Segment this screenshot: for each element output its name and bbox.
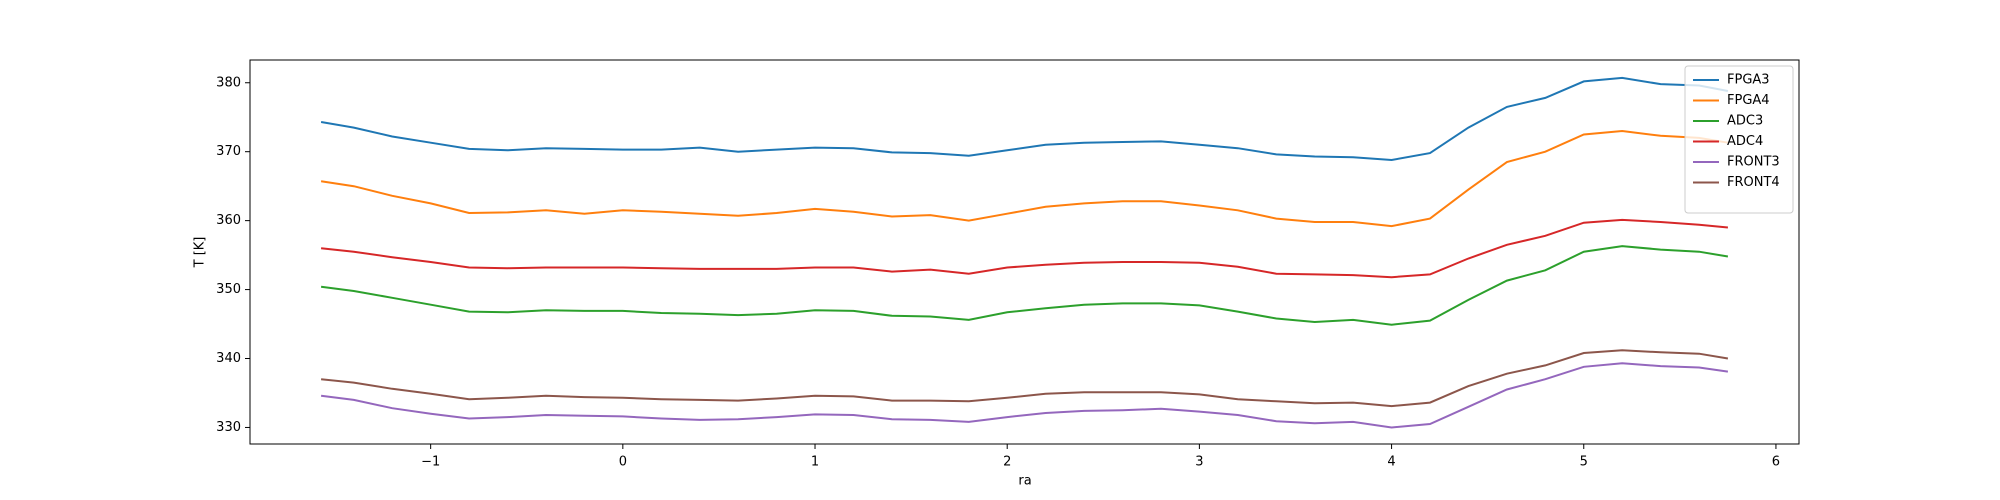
series-line [320,129,1729,228]
x-tick-label: 1 [811,455,819,470]
y-tick-label: 370 [216,144,241,159]
legend-box [1684,65,1794,214]
series-line [320,76,1729,162]
y-axis-label: T [K] [193,237,208,269]
x-tick-label: 2 [1003,455,1011,470]
y-tick-label: 380 [216,75,241,90]
legend: FPGA3 FPGA4 ADC3 ADC4 FRONT3 FRONT4 [1684,65,1794,214]
x-tick-label: 6 [1772,455,1780,470]
x-tick-label: −1 [421,455,440,470]
y-tick-label: 360 [216,213,241,228]
x-tick-label: 0 [619,455,627,470]
x-tick-label: 4 [1387,455,1395,470]
legend-label: FRONT4 [1727,175,1780,190]
series-line [320,245,1729,326]
series-line [320,218,1728,279]
series-line [320,349,1729,408]
y-tick-label: 330 [216,420,241,435]
legend-label: FPGA4 [1727,93,1770,108]
legend-label: FRONT3 [1727,155,1780,170]
legend-label: FPGA3 [1727,73,1770,88]
series-line [320,362,1729,429]
legend-label: ADC3 [1727,114,1763,129]
y-tick-label: 350 [216,282,241,297]
y-tick-label: 340 [216,351,241,366]
x-axis-label: ra [1018,474,1031,489]
plot-frame [249,59,1800,445]
legend-label: ADC4 [1727,134,1763,149]
x-tick-label: 3 [1195,455,1203,470]
x-tick-label: 5 [1580,455,1588,470]
